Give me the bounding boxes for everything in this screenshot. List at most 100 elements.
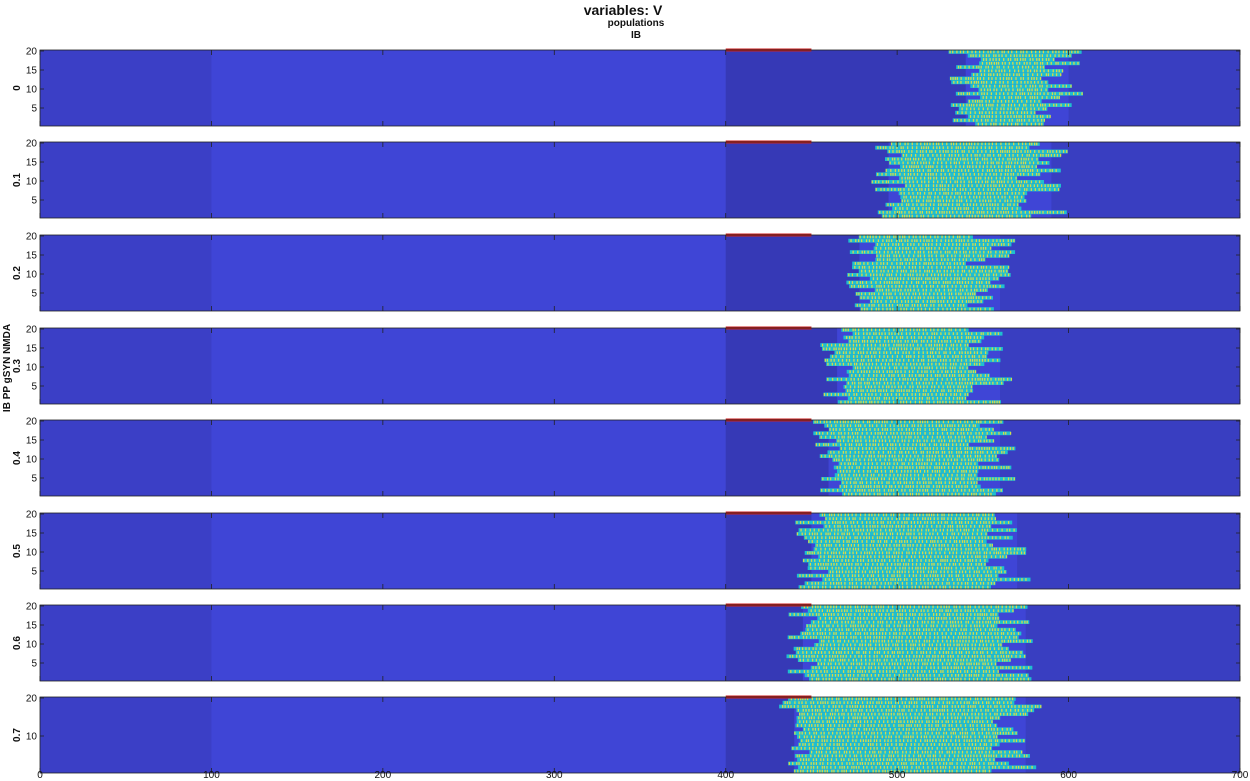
spike <box>984 92 985 95</box>
spike <box>866 536 867 539</box>
spike <box>906 285 907 288</box>
spike <box>992 521 993 524</box>
spike <box>969 215 970 218</box>
spike <box>958 451 959 454</box>
spike <box>822 432 823 435</box>
spike <box>849 340 850 343</box>
spike <box>1034 81 1035 84</box>
spike <box>951 300 952 303</box>
spike <box>964 559 965 562</box>
spike <box>961 336 962 339</box>
spike <box>900 401 901 404</box>
spike <box>906 215 907 218</box>
active-burst <box>900 195 1024 199</box>
spike <box>972 447 973 450</box>
spike <box>959 255 960 258</box>
spike <box>946 181 947 184</box>
spike <box>916 329 917 332</box>
spike <box>917 181 918 184</box>
spike <box>977 266 978 269</box>
spike <box>971 481 972 484</box>
spike <box>916 196 917 199</box>
spike <box>899 540 900 543</box>
spike <box>977 348 978 351</box>
spike <box>842 459 843 462</box>
spike <box>895 485 896 488</box>
spike <box>867 552 868 555</box>
spike <box>1040 104 1041 107</box>
spike <box>891 563 892 566</box>
spike <box>803 521 804 524</box>
spike <box>927 462 928 465</box>
spike <box>935 351 936 354</box>
spike <box>1049 104 1050 107</box>
spike <box>961 478 962 481</box>
spike <box>902 236 903 239</box>
spike <box>971 474 972 477</box>
spike <box>834 359 835 362</box>
spike <box>921 462 922 465</box>
spike <box>1062 54 1063 57</box>
spike <box>845 443 846 446</box>
spike <box>972 514 973 517</box>
panels: 5101520051015200.151015200.251015200.351… <box>12 47 1240 774</box>
spike <box>879 351 880 354</box>
spike <box>1046 154 1047 157</box>
spike <box>1008 521 1009 524</box>
panel-3: 51015200.3 <box>12 325 1240 405</box>
spike <box>860 386 861 389</box>
spike <box>965 397 966 400</box>
spike <box>963 184 964 187</box>
spike <box>921 181 922 184</box>
spike <box>1013 173 1014 176</box>
spike <box>992 111 993 114</box>
spike <box>893 215 894 218</box>
spike <box>879 485 880 488</box>
spike <box>863 559 864 562</box>
spike <box>957 192 958 195</box>
spike <box>860 559 861 562</box>
spike <box>1014 58 1015 61</box>
spike <box>909 386 910 389</box>
spike <box>846 540 847 543</box>
spike <box>974 154 975 157</box>
spike <box>965 243 966 246</box>
spike <box>893 544 894 547</box>
spike <box>895 251 896 254</box>
spike <box>844 485 845 488</box>
spike <box>860 285 861 288</box>
spike <box>925 165 926 168</box>
spike <box>818 563 819 566</box>
spike <box>969 424 970 427</box>
spike <box>896 432 897 435</box>
spike <box>839 344 840 347</box>
spike <box>966 255 967 258</box>
spike <box>932 270 933 273</box>
spike <box>965 293 966 296</box>
spike <box>910 493 911 496</box>
spike <box>973 436 974 439</box>
spike <box>844 474 845 477</box>
spike <box>1030 169 1031 172</box>
spike <box>943 443 944 446</box>
spike <box>868 466 869 469</box>
spike <box>969 270 970 273</box>
spike <box>938 158 939 161</box>
spike <box>965 424 966 427</box>
chart-title: variables: V <box>584 2 663 18</box>
spike <box>1037 92 1038 95</box>
spike <box>916 493 917 496</box>
spike <box>937 517 938 520</box>
spike <box>978 173 979 176</box>
spike <box>947 146 948 149</box>
spike <box>912 370 913 373</box>
spike <box>864 552 865 555</box>
spike <box>926 146 927 149</box>
spike <box>894 378 895 381</box>
spike <box>1004 200 1005 203</box>
spike <box>1002 215 1003 218</box>
spike <box>903 529 904 532</box>
spike <box>929 397 930 400</box>
spike <box>1046 96 1047 99</box>
spike <box>914 455 915 458</box>
